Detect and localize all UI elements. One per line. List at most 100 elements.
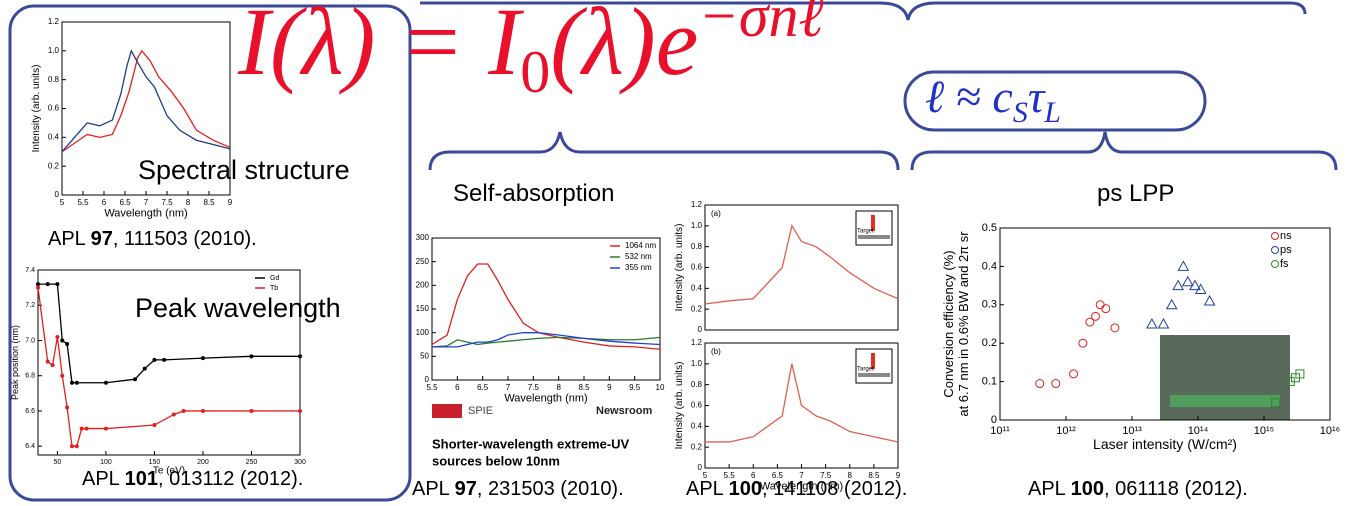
formula2-sub: S xyxy=(1013,96,1028,129)
y-tick-label: 0.6 xyxy=(691,263,703,272)
x-tick-label: 250 xyxy=(246,459,258,466)
caption: APL 100, 141108 (2012). xyxy=(686,478,907,501)
y-tick-label: 0 xyxy=(55,190,60,199)
point xyxy=(65,405,69,409)
legend-label: 355 nm xyxy=(625,263,652,272)
point xyxy=(143,367,147,371)
legend-swatch xyxy=(1272,261,1279,268)
point xyxy=(1205,296,1215,305)
legend-label: 1064 nm xyxy=(625,241,656,250)
y-tick-label: 1.2 xyxy=(48,17,60,26)
formula2-part: ℓ ≈ c xyxy=(925,71,1013,122)
x-tick-label: 8.5 xyxy=(578,383,590,392)
y-tick-label: 0.2 xyxy=(982,337,997,349)
legend-label: ns xyxy=(1280,230,1292,242)
point xyxy=(70,444,74,448)
panel-label: (a) xyxy=(711,209,721,218)
point xyxy=(1173,281,1183,290)
headline: sources below 10nm xyxy=(432,453,560,468)
y-tick-label: 0.2 xyxy=(691,304,703,313)
caption: APL 97, 231503 (2010). xyxy=(412,478,624,501)
y-tick-label: 0 xyxy=(991,414,997,426)
x-tick-label: 10¹¹ xyxy=(990,425,1010,437)
y-tick-label: 7.0 xyxy=(25,337,35,344)
formula2-sub: L xyxy=(1044,96,1061,129)
legend-label: ps xyxy=(1280,244,1292,256)
point xyxy=(1036,380,1044,388)
caption-volume: 97 xyxy=(455,478,477,500)
x-tick-label: 5 xyxy=(60,198,65,207)
point xyxy=(85,427,89,431)
x-axis-label: Laser intensity (W/cm²) xyxy=(1093,436,1237,452)
caption-volume: 100 xyxy=(1071,478,1104,500)
x-axis-label: Wavelength (nm) xyxy=(504,392,587,404)
formula2: ℓ ≈ cSτL xyxy=(925,70,1061,130)
point xyxy=(298,354,302,358)
target-label: Target xyxy=(857,229,874,235)
y-tick-label: 0.2 xyxy=(48,161,60,170)
point xyxy=(1096,301,1104,309)
point xyxy=(55,282,59,286)
y-tick-label: 0 xyxy=(425,375,430,384)
formula2-part: τ xyxy=(1028,71,1044,122)
x-tick-label: 6.5 xyxy=(119,198,131,207)
point xyxy=(1111,324,1119,332)
point xyxy=(46,360,50,364)
y-axis-label: Conversion efficiency (%) xyxy=(941,250,956,397)
legend-label: fs xyxy=(1280,258,1289,270)
target-label: Target xyxy=(857,367,874,373)
panel-label: (b) xyxy=(711,347,721,356)
caption: APL 100, 061118 (2012). xyxy=(1028,478,1248,501)
y-tick-label: 150 xyxy=(416,304,430,313)
x-tick-label: 8 xyxy=(556,383,561,392)
x-tick-label: 6 xyxy=(455,383,460,392)
formula-exp: −σnℓ xyxy=(698,0,823,49)
point xyxy=(1196,284,1206,293)
caption-part: , 141108 (2012). xyxy=(762,478,907,500)
point xyxy=(36,282,40,286)
y-tick-label: 0.8 xyxy=(691,242,703,251)
legend-label: Tb xyxy=(270,285,278,292)
newsroom-brand: Newsroom xyxy=(596,405,652,417)
caption-part: , 061118 (2012). xyxy=(1104,478,1248,500)
caption-part: APL xyxy=(48,228,91,250)
point xyxy=(65,342,69,346)
overlay-label: Peak wavelength xyxy=(135,293,341,324)
caption-part: APL xyxy=(686,478,729,500)
y-tick-label: 0.8 xyxy=(48,75,60,84)
spie-logo-box xyxy=(432,404,462,418)
y-tick-label: 1.2 xyxy=(691,200,703,209)
x-tick-label: 7 xyxy=(144,198,149,207)
point xyxy=(80,427,84,431)
point xyxy=(182,409,186,413)
point xyxy=(60,374,64,378)
point xyxy=(1178,261,1188,270)
point xyxy=(75,381,79,385)
x-tick-label: 100 xyxy=(100,459,112,466)
x-tick-label: 9 xyxy=(607,383,612,392)
target-base xyxy=(858,373,890,377)
y-tick-label: 100 xyxy=(416,328,430,337)
point xyxy=(36,286,40,290)
y-tick-label: 300 xyxy=(416,233,430,242)
point xyxy=(1052,380,1060,388)
y-tick-label: 0 xyxy=(698,463,703,472)
formula-part: (λ)e xyxy=(550,0,698,95)
y-tick-label: 7.2 xyxy=(25,302,35,309)
point xyxy=(60,338,64,342)
x-tick-label: 5.5 xyxy=(77,198,89,207)
point xyxy=(104,427,108,431)
formula: I(λ) = I0(λ)e−σnℓ xyxy=(238,0,823,107)
caption-volume: 100 xyxy=(729,478,762,500)
x-tick-label: 6 xyxy=(102,198,107,207)
caption-part: APL xyxy=(82,468,125,490)
point xyxy=(1167,300,1177,309)
point xyxy=(201,409,205,413)
point xyxy=(152,423,156,427)
formula-part: I(λ) = I xyxy=(238,0,520,95)
x-tick-label: 50 xyxy=(54,459,62,466)
legend-swatch xyxy=(1272,247,1279,254)
target-base xyxy=(858,235,890,239)
point xyxy=(1147,319,1157,328)
point xyxy=(75,444,79,448)
